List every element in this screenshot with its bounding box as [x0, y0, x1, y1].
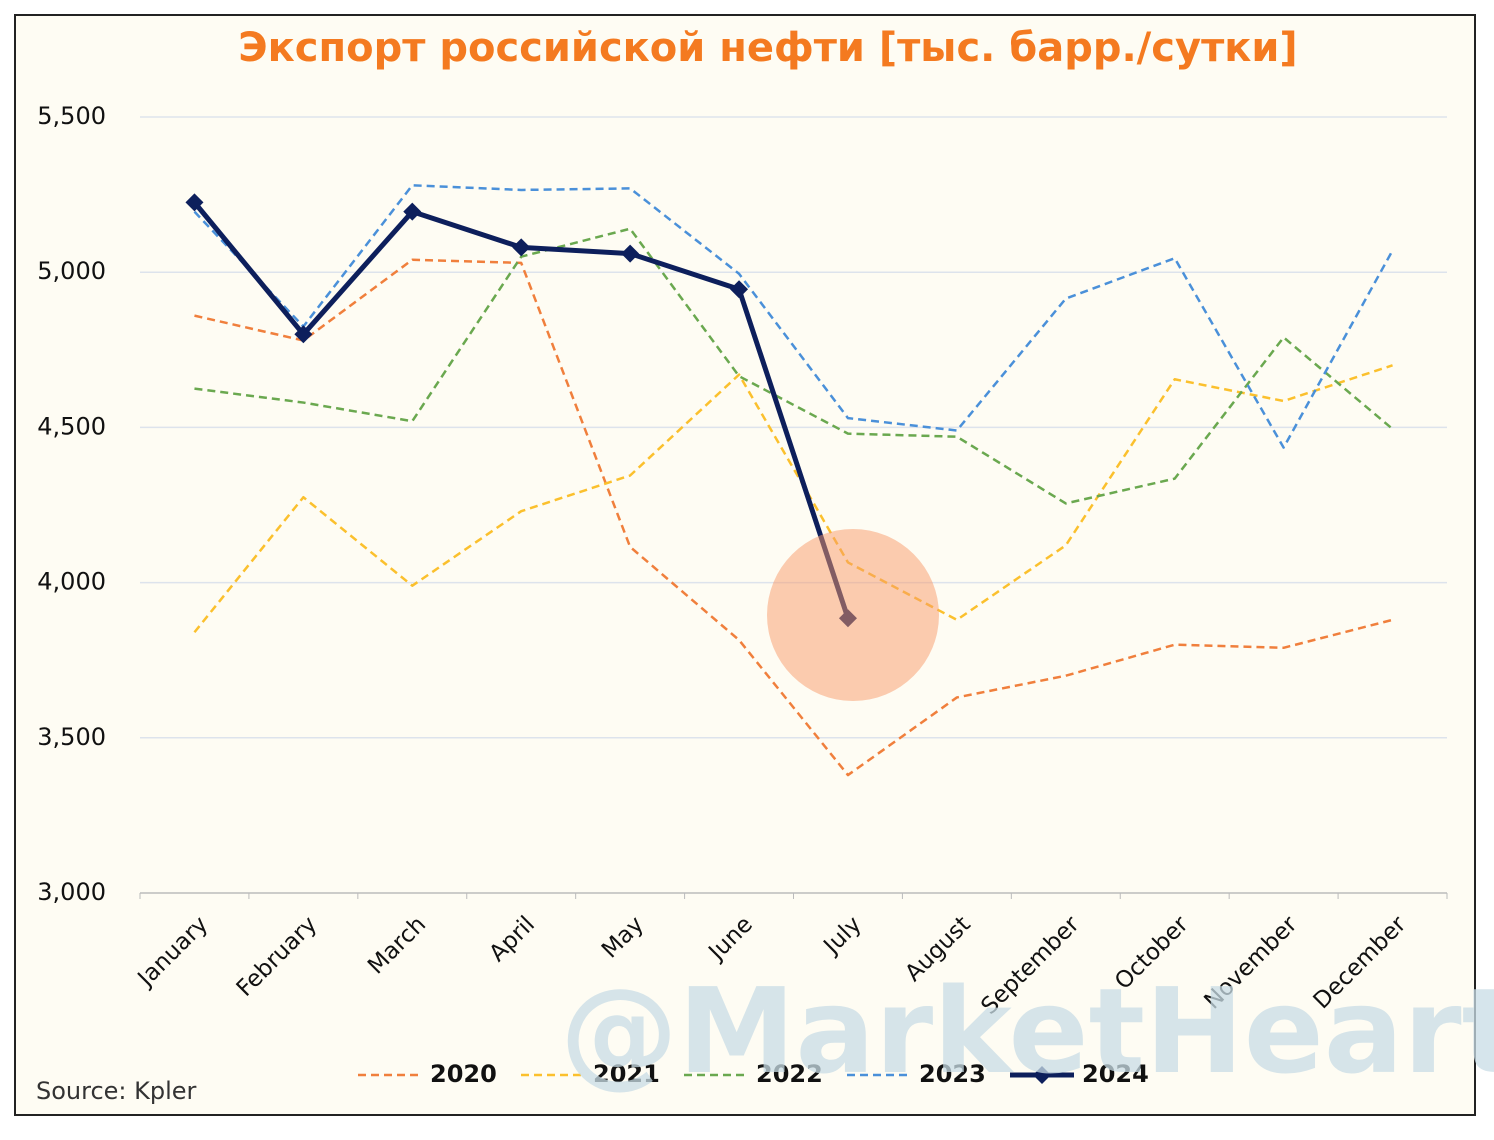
- y-tick-label: 5,500: [37, 102, 106, 130]
- watermark: @MarketHeart: [560, 962, 1494, 1100]
- series-line: [193, 364, 1393, 634]
- source: Source: Kpler: [36, 1077, 197, 1105]
- legend-label: 2021: [593, 1060, 660, 1088]
- point-marker: [185, 193, 204, 212]
- y-tick-label: 4,500: [37, 412, 106, 440]
- y-tick-label: 4,000: [37, 568, 106, 596]
- point-marker: [621, 244, 640, 263]
- y-tick-label: 3,000: [37, 878, 106, 906]
- legend-label: 2022: [756, 1060, 823, 1088]
- legend-label: 2023: [919, 1060, 986, 1088]
- series-line: [194, 258, 1393, 777]
- series-line: [194, 227, 1394, 505]
- point-marker: [512, 238, 531, 257]
- point-marker: [730, 280, 749, 299]
- highlight-circle: [767, 529, 939, 701]
- legend-marker: [1033, 1066, 1051, 1084]
- chart-title: Экспорт российской нефти [тыс. барр./сут…: [238, 25, 1297, 71]
- y-tick-label: 3,500: [37, 723, 106, 751]
- legend-label: 2024: [1082, 1060, 1149, 1088]
- y-tick-label: 5,000: [37, 257, 106, 285]
- point-marker: [294, 325, 313, 344]
- chart-frame: [14, 14, 1476, 1116]
- legend-label: 2020: [430, 1060, 497, 1088]
- point-marker: [403, 202, 422, 221]
- series-line: [193, 184, 1394, 449]
